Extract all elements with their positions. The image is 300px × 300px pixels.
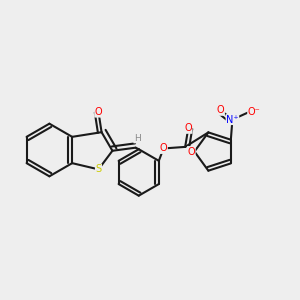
Text: S: S (95, 164, 101, 174)
Text: N⁺: N⁺ (226, 115, 239, 124)
Text: O: O (184, 123, 192, 133)
Text: O⁻: O⁻ (248, 107, 260, 117)
Text: O: O (217, 105, 224, 115)
Text: O: O (188, 146, 195, 157)
Text: O: O (160, 143, 167, 154)
Text: O: O (95, 107, 102, 117)
Text: H: H (134, 134, 141, 143)
